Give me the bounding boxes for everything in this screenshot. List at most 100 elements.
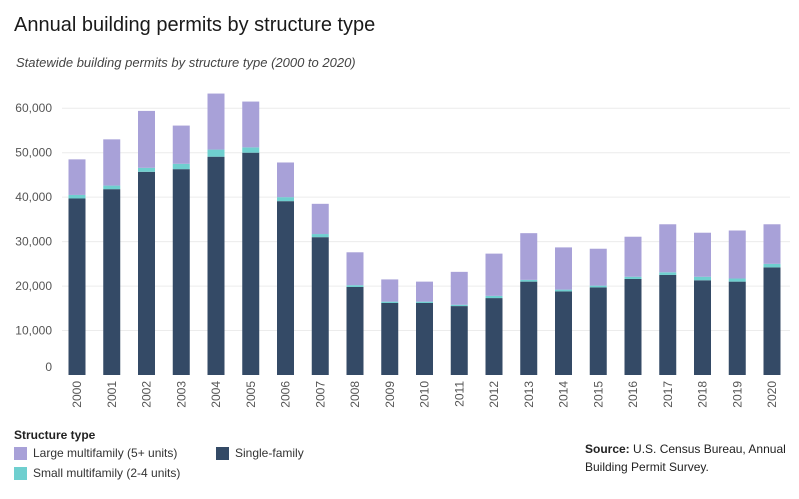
x-tick-label: 2008 <box>348 381 362 408</box>
x-tick-label: 2011 <box>452 381 466 407</box>
bar-segment-large-multifamily-5-units-2002[interactable] <box>138 110 155 168</box>
y-tick-label: 50,000 <box>15 146 52 160</box>
bar-segment-small-multifamily-2-4-units-2013[interactable] <box>520 279 538 282</box>
source-label: Source: <box>585 442 630 456</box>
bar-segment-single-family-2009[interactable] <box>381 302 399 375</box>
bar-segment-large-multifamily-5-units-2008[interactable] <box>346 252 364 286</box>
bar-segment-small-multifamily-2-4-units-2016[interactable] <box>624 276 642 279</box>
legend-item-single-family: Single-family <box>216 446 304 460</box>
bar-segment-large-multifamily-5-units-2007[interactable] <box>311 203 329 235</box>
bar-segment-single-family-2007[interactable] <box>311 237 329 375</box>
bar-segment-small-multifamily-2-4-units-2019[interactable] <box>728 278 746 282</box>
x-tick-label: 2018 <box>696 381 710 408</box>
bar-segment-single-family-2017[interactable] <box>659 274 677 375</box>
bar-segment-single-family-2013[interactable] <box>520 281 538 375</box>
bar-segment-single-family-2000[interactable] <box>68 198 86 375</box>
bar-segment-large-multifamily-5-units-2010[interactable] <box>416 281 433 302</box>
legend-swatch-single-family <box>216 446 229 460</box>
bar-segment-small-multifamily-2-4-units-2018[interactable] <box>694 276 711 281</box>
legend-item-small-multifamily: Small multifamily (2-4 units) <box>14 466 180 480</box>
legend-label: Single-family <box>235 446 304 460</box>
bar-segment-large-multifamily-5-units-2006[interactable] <box>277 162 294 198</box>
bar-segment-large-multifamily-5-units-2003[interactable] <box>172 125 190 164</box>
bar-segment-single-family-2008[interactable] <box>346 286 364 375</box>
bar-segment-large-multifamily-5-units-2013[interactable] <box>520 233 538 280</box>
x-tick-label: 2005 <box>244 381 258 408</box>
y-tick-label: 0 <box>45 360 52 374</box>
bar-segment-large-multifamily-5-units-2018[interactable] <box>694 232 711 277</box>
bar-segment-small-multifamily-2-4-units-2009[interactable] <box>381 301 399 303</box>
bar-segment-small-multifamily-2-4-units-2004[interactable] <box>207 149 225 157</box>
bar-segment-small-multifamily-2-4-units-2012[interactable] <box>485 295 503 299</box>
bar-segment-large-multifamily-5-units-2012[interactable] <box>485 253 503 296</box>
x-tick-label: 2001 <box>105 381 119 408</box>
bar-segment-small-multifamily-2-4-units-2006[interactable] <box>277 197 294 202</box>
bar-segment-single-family-2015[interactable] <box>589 287 607 375</box>
bar-segment-small-multifamily-2-4-units-2007[interactable] <box>311 234 329 238</box>
bar-segment-single-family-2005[interactable] <box>242 152 260 375</box>
bar-segment-small-multifamily-2-4-units-2003[interactable] <box>172 163 190 170</box>
bar-segment-large-multifamily-5-units-2009[interactable] <box>381 279 399 302</box>
bar-segment-large-multifamily-5-units-2015[interactable] <box>589 248 607 286</box>
bar-segment-single-family-2012[interactable] <box>485 298 503 375</box>
bar-segment-large-multifamily-5-units-2016[interactable] <box>624 236 642 277</box>
bar-segment-large-multifamily-5-units-2001[interactable] <box>103 139 121 186</box>
bar-segment-small-multifamily-2-4-units-2010[interactable] <box>416 301 433 303</box>
bar-segment-small-multifamily-2-4-units-2014[interactable] <box>555 289 572 292</box>
bar-segment-small-multifamily-2-4-units-2002[interactable] <box>138 167 155 172</box>
bar-segment-single-family-2010[interactable] <box>416 302 433 375</box>
legend: Structure type Large multifamily (5+ uni… <box>14 428 344 488</box>
y-tick-label: 40,000 <box>15 190 52 204</box>
bar-segment-large-multifamily-5-units-2000[interactable] <box>68 159 86 195</box>
x-tick-label: 2004 <box>209 381 223 408</box>
bar-segment-single-family-2014[interactable] <box>555 291 572 375</box>
source-text: U.S. Census Bureau, Annual Building Perm… <box>585 442 786 474</box>
bar-segment-large-multifamily-5-units-2011[interactable] <box>450 271 468 305</box>
legend-swatch-large-multifamily <box>14 446 27 460</box>
x-tick-label: 2000 <box>70 381 84 408</box>
bar-segment-large-multifamily-5-units-2005[interactable] <box>242 101 260 148</box>
bar-segment-large-multifamily-5-units-2004[interactable] <box>207 93 225 150</box>
y-tick-label: 10,000 <box>15 324 52 338</box>
bar-segment-single-family-2018[interactable] <box>694 280 711 375</box>
x-tick-label: 2006 <box>279 381 293 408</box>
x-tick-label: 2016 <box>626 381 640 408</box>
legend-title: Structure type <box>14 428 96 442</box>
bar-segment-single-family-2003[interactable] <box>172 169 190 375</box>
x-tick-label: 2007 <box>313 381 327 408</box>
bar-segment-small-multifamily-2-4-units-2001[interactable] <box>103 185 121 190</box>
y-tick-label: 60,000 <box>15 101 52 115</box>
x-tick-label: 2012 <box>487 381 501 408</box>
source-note: Source: U.S. Census Bureau, Annual Build… <box>585 440 790 476</box>
bar-segment-single-family-2011[interactable] <box>450 306 468 375</box>
x-tick-label: 2010 <box>418 381 432 408</box>
bar-segment-large-multifamily-5-units-2020[interactable] <box>763 224 781 264</box>
bar-segment-small-multifamily-2-4-units-2008[interactable] <box>346 285 364 287</box>
bar-segment-single-family-2001[interactable] <box>103 189 121 375</box>
bar-segment-single-family-2019[interactable] <box>728 281 746 375</box>
chart-title: Annual building permits by structure typ… <box>14 14 376 36</box>
x-tick-label: 2015 <box>591 381 605 408</box>
bar-segment-single-family-2004[interactable] <box>207 156 225 375</box>
bar-segment-large-multifamily-5-units-2014[interactable] <box>555 247 572 290</box>
chart-subtitle: Statewide building permits by structure … <box>16 55 356 70</box>
stacked-bar-chart: 0 10,000 20,000 30,000 40,000 50,000 60,000 200… <box>15 93 790 408</box>
bar-segment-small-multifamily-2-4-units-2011[interactable] <box>450 304 468 307</box>
bar-segment-single-family-2002[interactable] <box>138 171 155 375</box>
x-tick-label: 2019 <box>730 381 744 408</box>
legend-label: Large multifamily (5+ units) <box>33 446 178 460</box>
bar-segment-large-multifamily-5-units-2017[interactable] <box>659 224 677 273</box>
bar-segment-single-family-2020[interactable] <box>763 267 781 375</box>
legend-item-large-multifamily: Large multifamily (5+ units) <box>14 446 177 460</box>
x-tick-label: 2009 <box>383 381 397 408</box>
x-tick-label: 2020 <box>765 381 779 408</box>
bar-segment-small-multifamily-2-4-units-2017[interactable] <box>659 272 677 275</box>
bar-segment-single-family-2016[interactable] <box>624 278 642 375</box>
bar-segment-single-family-2006[interactable] <box>277 201 294 375</box>
x-tick-label: 2013 <box>522 381 536 408</box>
bar-segment-small-multifamily-2-4-units-2015[interactable] <box>589 285 607 288</box>
bar-segment-small-multifamily-2-4-units-2005[interactable] <box>242 147 260 153</box>
bar-segment-large-multifamily-5-units-2019[interactable] <box>728 230 746 279</box>
bar-segment-small-multifamily-2-4-units-2000[interactable] <box>68 194 86 199</box>
bar-segment-small-multifamily-2-4-units-2020[interactable] <box>763 263 781 268</box>
